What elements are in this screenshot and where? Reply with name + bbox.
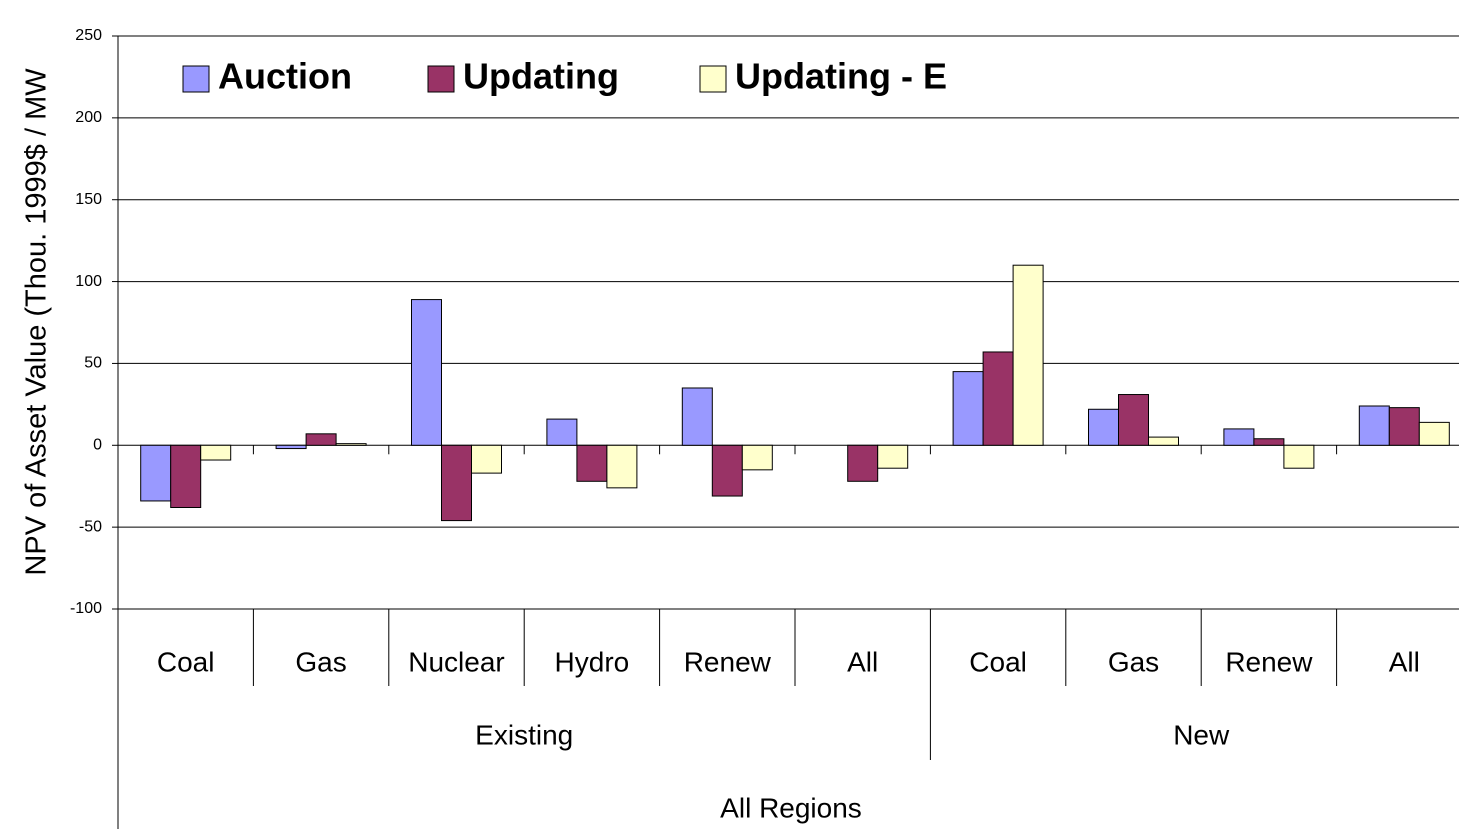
bar bbox=[200, 444, 232, 461]
bar bbox=[606, 444, 638, 489]
legend-label: Updating - E bbox=[735, 56, 947, 97]
bar bbox=[1358, 405, 1390, 446]
y-tick-label: 50 bbox=[84, 355, 102, 372]
bar bbox=[1223, 428, 1255, 446]
x-tick-label: Coal bbox=[157, 646, 215, 677]
legend-label: Updating bbox=[463, 56, 619, 97]
x-tick-label: Renew bbox=[1225, 646, 1313, 677]
y-tick-label: 250 bbox=[75, 27, 102, 44]
x-tick-label: Hydro bbox=[555, 646, 630, 677]
bar bbox=[982, 351, 1014, 446]
y-tick-label: -50 bbox=[79, 518, 102, 535]
x-tick-label: Gas bbox=[1108, 646, 1159, 677]
legend-swatch bbox=[427, 65, 455, 93]
bar bbox=[711, 444, 743, 497]
bar bbox=[681, 387, 713, 446]
x-tick-label: Renew bbox=[684, 646, 772, 677]
x-tick-label: Nuclear bbox=[408, 646, 504, 677]
bar bbox=[1118, 394, 1149, 446]
y-tick-label: -100 bbox=[70, 600, 102, 617]
bar bbox=[1012, 264, 1044, 446]
bar bbox=[1388, 407, 1420, 446]
bar bbox=[305, 433, 337, 446]
bar bbox=[335, 443, 367, 446]
x-tick-label: All bbox=[1389, 646, 1420, 677]
bar bbox=[140, 444, 172, 502]
legend-swatch bbox=[182, 65, 210, 93]
legend-swatch bbox=[699, 65, 727, 93]
x-tick-label: Coal bbox=[969, 646, 1027, 677]
bar bbox=[847, 444, 879, 482]
bar bbox=[1148, 436, 1179, 446]
legend-label: Auction bbox=[218, 56, 352, 97]
group-label: Existing bbox=[475, 719, 573, 750]
bar bbox=[441, 444, 472, 522]
bar bbox=[411, 299, 442, 446]
x-tick-label: All bbox=[847, 646, 878, 677]
bar bbox=[1088, 408, 1119, 446]
bar bbox=[471, 444, 502, 474]
bar bbox=[952, 371, 984, 446]
y-tick-label: 150 bbox=[75, 191, 102, 208]
x-tick-label: Gas bbox=[295, 646, 346, 677]
group-label: New bbox=[1173, 719, 1230, 750]
bar bbox=[546, 418, 578, 446]
super-group-label: All Regions bbox=[720, 792, 862, 823]
y-tick-label: 0 bbox=[93, 437, 102, 454]
y-axis-label: NPV of Asset Value (Thou. 1999$ / MW bbox=[21, 68, 53, 576]
y-tick-label: 100 bbox=[75, 273, 102, 290]
bar bbox=[877, 444, 909, 469]
bar bbox=[1283, 444, 1315, 469]
bar bbox=[1418, 421, 1450, 446]
bar bbox=[1253, 438, 1285, 446]
bar bbox=[170, 444, 202, 508]
y-tick-label: 200 bbox=[75, 109, 102, 126]
bar bbox=[576, 444, 608, 482]
bar bbox=[275, 444, 307, 450]
bar bbox=[741, 444, 773, 471]
